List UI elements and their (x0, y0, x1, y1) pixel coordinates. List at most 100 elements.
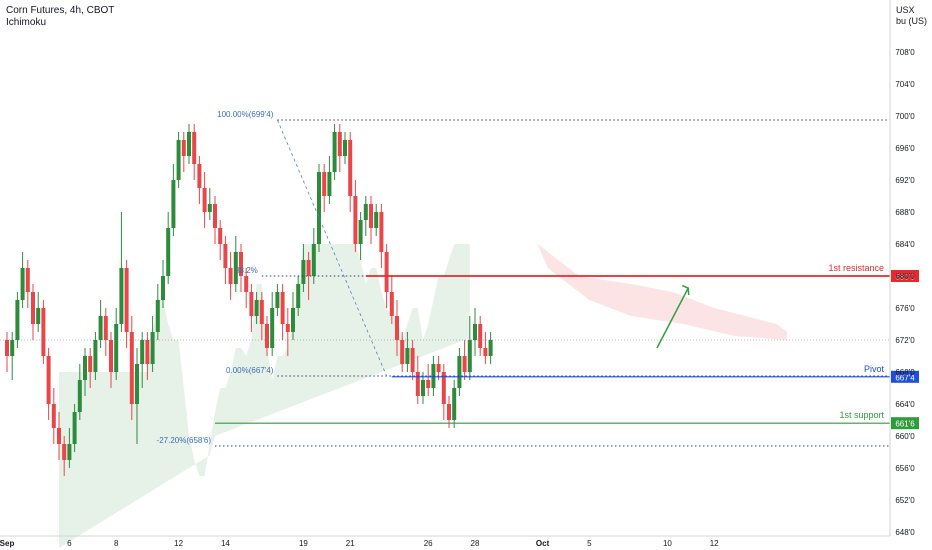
candle-body (67, 444, 72, 460)
arrow-head (681, 284, 690, 296)
candle-body (239, 252, 243, 276)
pivot-label: Pivot (864, 364, 885, 374)
candle-body (488, 340, 493, 356)
fib-level-label: -27.20%(658'6) (157, 436, 212, 445)
time-tick-label: Oct (536, 539, 550, 548)
candle-body (10, 340, 15, 356)
candle-body (389, 292, 394, 316)
candle-body (213, 204, 217, 228)
price-tick-label: 680'0 (895, 272, 915, 281)
time-tick-label: 19 (299, 539, 308, 548)
candle-body (337, 132, 342, 156)
candle-body (265, 324, 269, 348)
resistance-price-tag (891, 270, 919, 282)
fib-level-label: 100.00%(699'4) (217, 110, 274, 119)
candle-body (415, 372, 420, 396)
candle-body (441, 372, 446, 404)
price-tick-label: 664'0 (895, 400, 915, 409)
candle-body (353, 196, 358, 244)
candle-body (306, 260, 311, 276)
candle-body (36, 308, 41, 324)
resistance-price-text: 680'0 (895, 273, 915, 282)
support-price-tag (891, 417, 919, 430)
candle-body (483, 348, 488, 356)
time-tick-label: 8 (114, 539, 119, 548)
candle-body (374, 212, 379, 228)
candle-body (296, 284, 301, 308)
price-tick-label: 708'0 (895, 48, 915, 57)
candle-body (57, 428, 61, 444)
candle-body (62, 444, 67, 460)
candle-body (467, 340, 472, 372)
candle-body (150, 332, 155, 364)
candle-body (259, 300, 264, 324)
candle-body (181, 140, 186, 156)
candle-body (462, 356, 467, 372)
candle-body (176, 140, 181, 180)
candle-body (301, 260, 306, 284)
candle-body (447, 404, 451, 420)
candle-body (426, 380, 431, 388)
candle-body (244, 276, 249, 292)
pivot-price-text: 667'4 (895, 373, 915, 382)
candle-body (254, 300, 259, 316)
candle-body (119, 268, 124, 324)
price-tick-label: 700'0 (895, 112, 915, 121)
candle-body (25, 268, 30, 292)
candle-body (124, 268, 129, 332)
price-tick-label: 704'0 (895, 80, 915, 89)
price-tick-label: 696'0 (895, 144, 915, 153)
candle-body (31, 292, 35, 324)
candle-body (202, 188, 207, 212)
resistance-label: 1st resistance (828, 263, 884, 273)
price-tick-label: 652'0 (895, 496, 915, 505)
candle-body (228, 268, 233, 284)
bearish-cloud (537, 244, 787, 340)
candle-body (363, 204, 368, 220)
candle-body (379, 212, 384, 252)
candle-body (405, 348, 410, 364)
price-tick-label: 684'0 (895, 240, 915, 249)
candle-body (400, 340, 405, 364)
candle-body (93, 340, 98, 372)
candle-body (155, 300, 160, 332)
price-tick-label: 648'0 (895, 528, 915, 537)
pivot-price-tag (891, 370, 919, 383)
price-tick-label: 668'0 (895, 368, 915, 377)
candle-body (322, 172, 327, 196)
candle-body (15, 300, 20, 340)
price-tick-label: 656'0 (895, 464, 915, 473)
candle-body (103, 316, 108, 340)
candle-body (135, 364, 139, 404)
candle-body (478, 324, 483, 348)
price-tick-label: 676'0 (895, 304, 915, 313)
support-price-text: 661'6 (895, 420, 915, 429)
candle-body (207, 204, 212, 212)
price-tick-label: 672'0 (895, 336, 915, 345)
fib-level-label: 38.2% (235, 266, 258, 275)
candle-body (88, 356, 93, 372)
time-tick-label: 10 (663, 539, 672, 548)
candle-body (129, 332, 134, 404)
candle-body (358, 220, 363, 244)
fib-level-label: 0.00%(667'4) (226, 366, 274, 375)
ichimoku-cloud (59, 244, 787, 548)
time-tick-label: 12 (174, 539, 183, 548)
time-tick-label: 6 (67, 539, 72, 548)
candle-body (145, 340, 150, 364)
candle-body (249, 292, 254, 316)
time-tick-label: 28 (471, 539, 480, 548)
candle-body (421, 380, 425, 396)
candle-body (311, 244, 316, 276)
fib-trend-line (277, 119, 387, 377)
candle-body (233, 252, 238, 284)
candle-body (457, 356, 462, 388)
support-label: 1st support (839, 410, 884, 420)
candle-body (332, 132, 337, 172)
candle-body (109, 340, 113, 372)
time-tick-label: Sep (0, 539, 14, 548)
time-tick-label: 21 (346, 539, 355, 548)
candle-body (343, 140, 347, 156)
